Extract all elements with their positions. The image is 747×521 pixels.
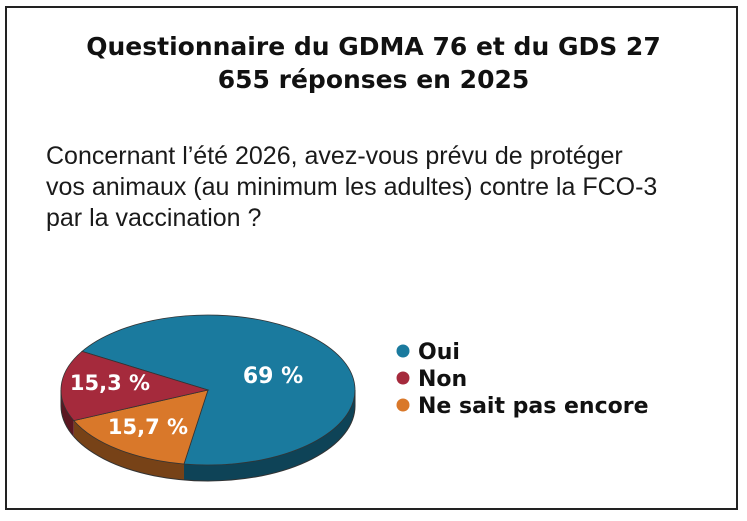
slice-value-label-1: 15,3 % [70, 371, 150, 395]
pie-slices [60, 314, 356, 466]
title-line-2: 655 réponses en 2025 [217, 65, 530, 94]
pie-slice-non [60, 350, 210, 422]
survey-question: Concernant l’été 2026, avez-vous prévu d… [46, 141, 706, 234]
legend-marker-2 [396, 398, 410, 412]
pie-depth-1 [61, 390, 74, 437]
legend-label-2: Ne sait pas encore [418, 394, 649, 419]
pie-depth-0 [183, 390, 355, 481]
pie-depth-edge [60, 390, 356, 482]
legend-marker-0 [396, 344, 410, 358]
question-line-2: vos animaux (au minimum les adultes) con… [46, 173, 658, 201]
legend-label-0: Oui [418, 340, 460, 365]
pie-depth-shadow [60, 390, 356, 482]
slice-value-label-2: 15,7 % [108, 415, 188, 439]
pie-slice-oui [81, 314, 356, 466]
slice-value-label-0: 69 % [243, 364, 303, 389]
question-line-1: Concernant l’été 2026, avez-vous prévu d… [46, 142, 623, 170]
question-line-3: par la vaccination ? [46, 204, 262, 232]
pie-depth-2 [73, 420, 184, 480]
legend-marker-1 [396, 371, 410, 385]
pie-slice-ne-sait-pas-encore [73, 389, 209, 465]
chart-title: Questionnaire du GDMA 76 et du GDS 27 65… [0, 30, 747, 96]
title-line-1: Questionnaire du GDMA 76 et du GDS 27 [86, 32, 661, 61]
pie-value-labels: 69 % 15,3 % 15,7 % [70, 364, 303, 439]
legend-label-1: Non [418, 367, 467, 392]
